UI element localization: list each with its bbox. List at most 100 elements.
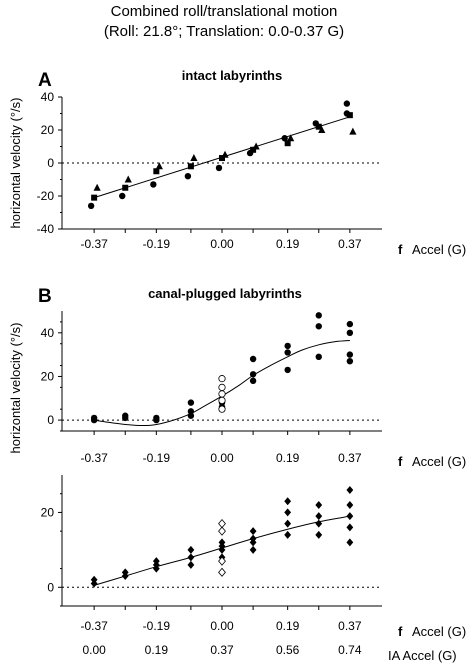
- panel-2-point-diamond: [315, 530, 323, 539]
- panel-0-x-tick-label: 0.00: [210, 237, 234, 251]
- panel-2-x2-tick-label: 0.74: [338, 643, 362, 657]
- panel-a-title: intact labyrinths: [182, 68, 282, 83]
- panel-b-lower-plot: 20 0 -0.37 -0.19 0.00 0.19 0.37 0.00 0.19 0.37 0.5…: [41, 475, 466, 663]
- panel-0-point-square: [315, 123, 322, 130]
- panel-1-point-circle: [249, 355, 257, 363]
- panel-0-point-square: [153, 168, 160, 175]
- panel-0-point-square: [250, 146, 257, 153]
- panel-2-x-tick-label: 0.37: [338, 619, 362, 633]
- panel-0-x-label-prefix: f: [398, 242, 403, 257]
- panel-2-x-tick-label: -0.37: [80, 619, 108, 633]
- panel-2-point-diamond: [121, 568, 129, 577]
- panel-0-point-triangle: [287, 134, 295, 142]
- panel-1-point-circle: [346, 351, 354, 358]
- panel-1-point-circle: [346, 320, 354, 328]
- figure-title-line2: (Roll: 21.8°; Translation: 0.0-0.37 G): [104, 23, 344, 40]
- panel-2-point-diamond: [315, 500, 323, 509]
- panel-0-y-tick-label: -20: [37, 189, 55, 203]
- panel-2-point-diamond: [218, 538, 226, 547]
- panel-0-point-triangle: [252, 142, 260, 150]
- panel-2-point-open-diamond: [218, 519, 226, 529]
- panel-b-label: B: [38, 286, 52, 307]
- panel-2-point-diamond: [152, 557, 160, 566]
- panel-0-x-tick-label: 0.37: [338, 237, 362, 251]
- panel-2-x2-tick-label: 0.00: [82, 643, 106, 657]
- panel-2-x-tick-label: 0.19: [276, 619, 300, 633]
- panel-0-point-square: [91, 194, 98, 201]
- panel-2-x2-tick-label: 0.19: [145, 643, 169, 657]
- panel-0-point-circle: [343, 100, 351, 107]
- panel-0-x-tick-label: -0.37: [80, 237, 108, 251]
- panel-0-point-square: [346, 112, 353, 119]
- panel-2-point-diamond: [249, 534, 257, 543]
- panel-a-label: A: [38, 70, 52, 91]
- panel-2-x-label: Accel (G): [412, 624, 466, 639]
- panel-0-point-square: [187, 163, 194, 170]
- panel-b-plot: 40 20 0 -0.37 -0.19 0.00 0.19 0.37 f Accel (G) hor…: [8, 311, 466, 469]
- panel-1-point-circle: [90, 414, 98, 422]
- panel-2-point-diamond: [249, 545, 257, 554]
- panel-2-point-diamond: [187, 545, 195, 554]
- panel-2-point-diamond: [346, 485, 354, 494]
- panel-0-point-triangle: [349, 127, 357, 135]
- panel-0-point-circle: [87, 202, 95, 210]
- panel-2-point-diamond: [284, 530, 292, 539]
- panel-0-point-triangle: [190, 154, 198, 162]
- panel-2-point-diamond: [284, 519, 292, 528]
- panel-1-point-circle: [315, 312, 322, 319]
- panel-2-y-tick-label: 0: [47, 580, 54, 594]
- panel-0-x-tick-label: 0.19: [276, 237, 300, 251]
- panel-0-point-circle: [150, 181, 157, 188]
- panel-1-point-circle: [187, 408, 195, 415]
- panel-0-point-triangle: [124, 175, 132, 183]
- panel-0-point-square: [284, 140, 291, 147]
- panel-1-point-circle: [249, 377, 257, 385]
- panel-1-y-tick-label: 0: [47, 413, 54, 427]
- panel-1-x-tick-label: 0.19: [276, 451, 300, 465]
- panel-1-x-label: Accel (G): [412, 454, 466, 469]
- panel-1-y-tick-label: 20: [41, 369, 55, 383]
- panel-2-x-tick-label: -0.19: [143, 619, 171, 633]
- panel-0-y-tick-label: -40: [37, 222, 55, 236]
- panel-0-y-label: horizontal velocity (°/s): [8, 98, 23, 229]
- panel-1-point-circle: [315, 323, 322, 330]
- panel-0-point-circle: [215, 164, 223, 172]
- panel-2-point-diamond: [284, 508, 292, 517]
- panel-1-point-circle: [346, 357, 354, 365]
- panel-0-y-tick-label: 20: [41, 123, 55, 137]
- figure-title-line1: Combined roll/translational motion: [111, 3, 338, 20]
- panel-1-point-circle: [346, 329, 354, 337]
- panel-0-point-circle: [119, 192, 126, 200]
- panel-1-y-tick-label: 40: [41, 326, 55, 340]
- panel-2-point-diamond: [346, 500, 354, 509]
- panel-1-x-tick-label: -0.37: [80, 451, 108, 465]
- panel-2-point-open-diamond: [218, 526, 226, 536]
- panel-0-point-triangle: [318, 126, 326, 133]
- panel-1-x-label-prefix: f: [398, 454, 403, 469]
- panel-2-point-diamond: [90, 575, 98, 584]
- panel-0-y-tick-label: 0: [47, 156, 54, 170]
- panel-0-point-square: [219, 155, 225, 162]
- panel-2-point-diamond: [346, 523, 354, 532]
- panel-2-point-open-diamond: [218, 567, 226, 577]
- panel-0-x-label: Accel (G): [412, 242, 466, 257]
- panel-1-point-circle: [249, 371, 257, 378]
- panel-1-point-circle: [187, 399, 195, 406]
- panel-2-x-tick-label: 0.00: [210, 619, 234, 633]
- panel-1-point-open-circle: [218, 375, 226, 383]
- panel-2-point-diamond: [315, 519, 323, 528]
- panel-2-point-diamond: [346, 538, 354, 547]
- panel-1-point-circle: [315, 353, 322, 361]
- panel-1-point-circle: [284, 349, 291, 356]
- panel-0-point-square: [122, 184, 129, 191]
- panel-1-x-tick-label: 0.37: [338, 451, 362, 465]
- panel-2-x-label-prefix: f: [398, 624, 403, 639]
- panel-1-y-label: horizontal velocity (°/s): [8, 323, 23, 454]
- panel-1-point-open-circle: [218, 396, 226, 405]
- panel-2-x2-tick-label: 0.56: [276, 643, 300, 657]
- panel-2-point-diamond: [187, 553, 195, 562]
- panel-2-point-diamond: [249, 527, 257, 536]
- panel-0-point-circle: [184, 173, 192, 180]
- panel-1-point-open-circle: [218, 390, 226, 398]
